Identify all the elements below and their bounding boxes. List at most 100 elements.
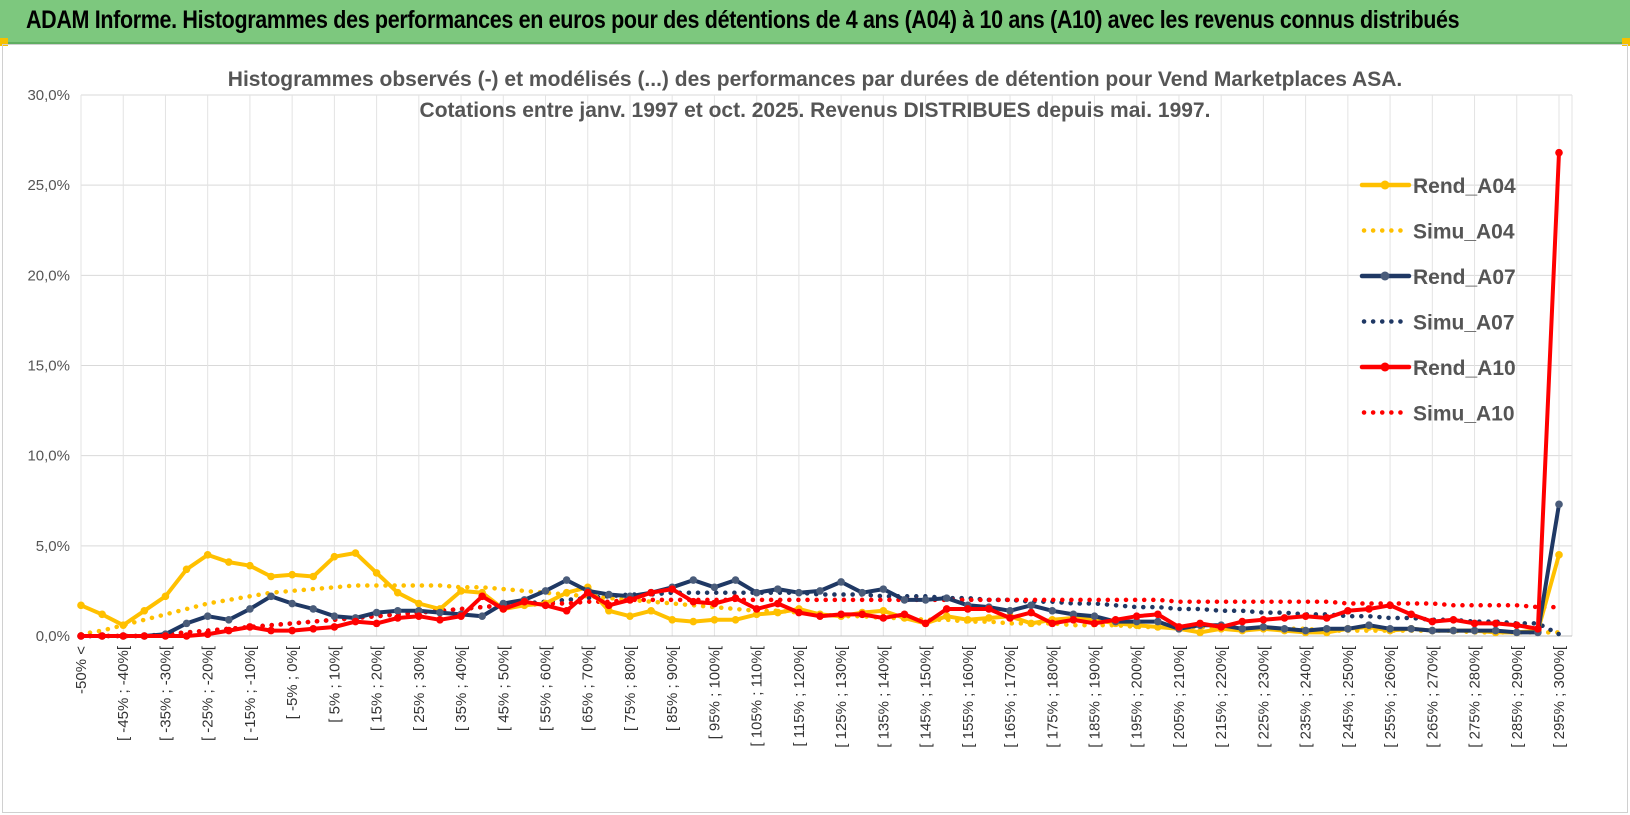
data-point-rend-a07 bbox=[1512, 628, 1521, 637]
data-point-rend-a10 bbox=[330, 623, 339, 631]
x-tick-label: [ 275% ; 280%[ bbox=[1467, 645, 1484, 748]
data-point-rend-a10 bbox=[583, 588, 592, 597]
data-point-rend-a07 bbox=[1470, 626, 1479, 635]
data-point-rend-a04 bbox=[879, 606, 888, 615]
data-point-rend-a10 bbox=[921, 619, 930, 628]
data-point-rend-a07 bbox=[1428, 626, 1437, 635]
series-line-simu-a10 bbox=[78, 597, 1562, 639]
x-tick-label: [ 95% ; 100%[ bbox=[706, 645, 723, 739]
x-tick-label: -50% < bbox=[73, 646, 90, 694]
y-tick-label: 20,0% bbox=[27, 267, 70, 284]
data-point-rend-a07 bbox=[1006, 606, 1014, 615]
data-point-rend-a04 bbox=[689, 617, 698, 626]
data-point-rend-a10 bbox=[942, 605, 951, 613]
report-title: ADAM Informe. Histogrammes des performan… bbox=[26, 6, 1460, 34]
data-point-rend-a10 bbox=[689, 597, 698, 606]
data-point-rend-a10 bbox=[520, 597, 529, 606]
data-point-rend-a04 bbox=[964, 615, 972, 624]
chart-frame bbox=[2, 44, 1628, 813]
legend-item-simu-a04: Simu_A04 bbox=[1361, 221, 1515, 244]
legend-label: Rend_A07 bbox=[1413, 266, 1516, 289]
data-point-rend-a04 bbox=[351, 549, 360, 557]
data-point-rend-a07 bbox=[1322, 624, 1331, 633]
data-point-rend-a07 bbox=[436, 608, 444, 617]
data-point-rend-a07 bbox=[393, 606, 402, 615]
data-point-rend-a10 bbox=[985, 605, 993, 613]
data-point-rend-a04 bbox=[1196, 628, 1204, 637]
data-point-rend-a10 bbox=[1449, 615, 1458, 624]
y-tick-label: 10,0% bbox=[27, 448, 70, 465]
data-point-rend-a07 bbox=[267, 592, 275, 601]
legend-marker bbox=[1380, 362, 1390, 372]
data-point-rend-a10 bbox=[1365, 605, 1373, 613]
data-point-rend-a07 bbox=[1555, 500, 1563, 509]
data-point-rend-a10 bbox=[246, 623, 254, 631]
legend-label: Simu_A10 bbox=[1413, 403, 1515, 426]
data-point-rend-a07 bbox=[1280, 624, 1289, 633]
data-point-rend-a10 bbox=[1006, 614, 1014, 622]
report-banner: ADAM Informe. Histogrammes des performan… bbox=[0, 0, 1630, 44]
data-point-rend-a07 bbox=[900, 596, 909, 604]
x-tick-label: [ 5% ; 10%[ bbox=[326, 645, 343, 723]
x-tick-label: [ 145% ; 150%[ bbox=[918, 645, 935, 748]
data-point-rend-a10 bbox=[1069, 615, 1078, 624]
chart-series bbox=[77, 148, 1563, 640]
data-point-rend-a07 bbox=[1090, 612, 1099, 620]
data-point-rend-a10 bbox=[773, 599, 782, 608]
legend-marker bbox=[1380, 180, 1390, 190]
data-point-rend-a04 bbox=[182, 565, 191, 574]
data-point-rend-a10 bbox=[562, 606, 571, 615]
data-point-rend-a10 bbox=[605, 601, 613, 610]
x-tick-label: [ 75% ; 80%[ bbox=[622, 645, 639, 731]
series-line-rend-a10 bbox=[79, 150, 1561, 638]
x-tick-label: [ 265% ; 270%[ bbox=[1424, 645, 1441, 748]
data-point-rend-a04 bbox=[1555, 551, 1563, 559]
data-point-rend-a10 bbox=[351, 617, 360, 626]
data-point-rend-a04 bbox=[1027, 619, 1035, 628]
data-point-rend-a10 bbox=[1491, 619, 1500, 628]
data-point-rend-a07 bbox=[1449, 626, 1458, 635]
data-point-rend-a07 bbox=[1069, 610, 1078, 619]
x-tick-label: [ 125% ; 130%[ bbox=[833, 645, 850, 748]
x-tick-label: [ 155% ; 160%[ bbox=[960, 645, 977, 748]
data-point-rend-a07 bbox=[288, 599, 296, 608]
x-tick-label: [ -5% ; 0%[ bbox=[284, 645, 301, 719]
x-axis: -50% < [ -45% ; -40%[[ -35% ; -30%[[ -25%… bbox=[73, 645, 1568, 748]
data-point-rend-a04 bbox=[710, 615, 719, 624]
x-tick-label: [ 15% ; 20%[ bbox=[369, 645, 386, 731]
data-point-rend-a10 bbox=[161, 632, 170, 640]
x-tick-label: [ 85% ; 90%[ bbox=[664, 645, 681, 731]
data-point-rend-a07 bbox=[1365, 621, 1373, 629]
x-tick-label: [ 115% ; 120%[ bbox=[791, 645, 808, 746]
data-point-rend-a04 bbox=[288, 570, 296, 579]
data-point-rend-a07 bbox=[1027, 601, 1035, 610]
data-point-rend-a07 bbox=[562, 576, 571, 584]
banner-corner-right bbox=[1622, 38, 1630, 46]
x-tick-label: [ 205% ; 210%[ bbox=[1171, 645, 1188, 748]
data-point-rend-a10 bbox=[879, 614, 888, 622]
data-point-rend-a10 bbox=[225, 626, 233, 635]
data-point-rend-a10 bbox=[752, 605, 761, 613]
data-point-rend-a07 bbox=[942, 594, 951, 602]
legend-item-rend-a07: Rend_A07 bbox=[1359, 266, 1516, 289]
x-tick-label: [ 25% ; 30%[ bbox=[411, 645, 428, 731]
data-point-rend-a10 bbox=[77, 632, 85, 640]
data-point-rend-a10 bbox=[436, 615, 444, 624]
y-tick-label: 15,0% bbox=[27, 358, 70, 375]
data-point-rend-a10 bbox=[1301, 612, 1310, 620]
data-point-rend-a07 bbox=[225, 615, 233, 624]
data-point-rend-a07 bbox=[773, 585, 782, 593]
data-point-rend-a10 bbox=[710, 599, 719, 608]
data-point-rend-a07 bbox=[731, 576, 740, 584]
data-point-rend-a07 bbox=[330, 612, 339, 620]
data-point-rend-a10 bbox=[626, 596, 634, 604]
x-tick-label: [ 65% ; 70%[ bbox=[580, 645, 597, 731]
data-point-rend-a04 bbox=[77, 601, 85, 610]
data-point-rend-a10 bbox=[1132, 612, 1141, 620]
data-point-rend-a04 bbox=[668, 615, 676, 624]
y-tick-label: 30,0% bbox=[27, 87, 70, 104]
data-point-rend-a10 bbox=[1154, 610, 1162, 619]
data-point-rend-a10 bbox=[795, 608, 803, 617]
data-point-rend-a10 bbox=[288, 626, 296, 635]
